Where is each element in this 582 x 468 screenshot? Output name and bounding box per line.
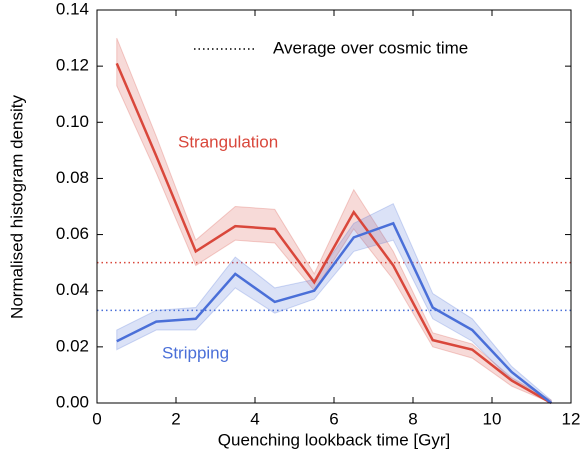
x-tick-label: 8 bbox=[408, 409, 417, 428]
y-tick-label: 0.10 bbox=[56, 112, 89, 131]
x-tick-label: 12 bbox=[562, 409, 581, 428]
series-label: Stripping bbox=[162, 343, 229, 362]
series-label: Strangulation bbox=[178, 132, 278, 151]
series-line bbox=[115, 62, 552, 405]
y-axis-label: Normalised histogram density bbox=[7, 95, 26, 319]
y-tick-label: 0.06 bbox=[56, 224, 89, 243]
x-tick-label: 6 bbox=[329, 409, 338, 428]
y-tick-label: 0.08 bbox=[56, 168, 89, 187]
legend-label: Average over cosmic time bbox=[273, 38, 468, 57]
y-tick-label: 0.02 bbox=[56, 336, 89, 355]
x-tick-label: 2 bbox=[171, 409, 180, 428]
y-tick-label: 0.14 bbox=[56, 0, 89, 18]
y-tick-label: 0.12 bbox=[56, 56, 89, 75]
x-tick-label: 10 bbox=[483, 409, 502, 428]
y-tick-label: 0.00 bbox=[56, 392, 89, 411]
x-tick-label: 0 bbox=[92, 409, 101, 428]
x-axis-label: Quenching lookback time [Gyr] bbox=[218, 430, 450, 449]
y-tick-label: 0.04 bbox=[56, 280, 89, 299]
series-line bbox=[116, 221, 553, 404]
x-tick-label: 4 bbox=[250, 409, 259, 428]
